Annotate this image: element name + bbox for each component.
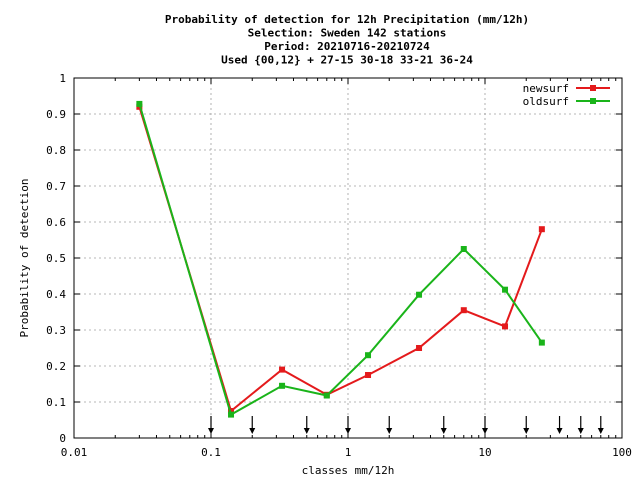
data-point-newsurf bbox=[279, 366, 286, 373]
class-limit-arrow bbox=[556, 416, 563, 434]
series-oldsurf bbox=[136, 100, 545, 418]
legend-entry-oldsurf: oldsurf bbox=[523, 95, 610, 108]
series-lines bbox=[136, 100, 545, 418]
class-limit-arrow bbox=[345, 416, 351, 434]
y-tick-label: 0.9 bbox=[46, 108, 66, 121]
x-tick-label: 100 bbox=[612, 446, 632, 459]
y-tick-label: 0.6 bbox=[46, 216, 66, 229]
x-axis-label: classes mm/12h bbox=[302, 464, 395, 477]
x-tick-label: 0.1 bbox=[201, 446, 221, 459]
data-point-oldsurf bbox=[416, 291, 423, 298]
class-limit-arrow bbox=[208, 416, 214, 434]
class-limit-arrow bbox=[249, 416, 256, 434]
data-point-oldsurf bbox=[538, 339, 545, 346]
data-point-newsurf bbox=[502, 323, 509, 330]
legend-label: newsurf bbox=[523, 82, 569, 95]
y-tick-label: 0.5 bbox=[46, 252, 66, 265]
x-tick-label: 10 bbox=[478, 446, 491, 459]
series-line-oldsurf bbox=[138, 103, 543, 417]
class-limit-arrow bbox=[303, 416, 310, 434]
data-point-newsurf bbox=[460, 307, 467, 314]
legend-swatch-marker bbox=[590, 98, 596, 104]
legend-swatch-marker bbox=[590, 85, 596, 91]
y-tick-label: 1 bbox=[59, 72, 66, 85]
data-point-newsurf bbox=[416, 345, 423, 351]
data-point-oldsurf bbox=[279, 382, 286, 389]
y-tick-label: 0.7 bbox=[46, 180, 66, 193]
y-axis-ticks: 0 0.1 0.2 0.3 0.4 0.5 0.6 0.7 0.8 0.9 1 bbox=[46, 72, 622, 445]
y-tick-label: 0.8 bbox=[46, 144, 66, 157]
y-tick-label: 0.3 bbox=[46, 324, 66, 337]
title-line-1: Probability of detection for 12h Precipi… bbox=[165, 13, 529, 26]
class-limit-arrow bbox=[577, 416, 584, 434]
data-point-oldsurf bbox=[365, 352, 372, 359]
legend-label: oldsurf bbox=[523, 95, 569, 108]
title-line-4: Used {00,12} + 27-15 30-18 33-21 36-24 bbox=[221, 54, 473, 67]
x-axis-ticks: 0.01 0.1 1 10 100 bbox=[61, 78, 632, 459]
x-tick-label: 0.01 bbox=[61, 446, 88, 459]
data-point-oldsurf bbox=[460, 246, 467, 252]
y-tick-label: 0.1 bbox=[46, 396, 66, 409]
y-tick-label: 0 bbox=[59, 432, 66, 445]
class-limit-arrow bbox=[386, 416, 393, 434]
y-tick-label: 0.2 bbox=[46, 360, 66, 373]
data-point-newsurf bbox=[365, 372, 372, 378]
title-line-3: Period: 20210716-20210724 bbox=[264, 40, 430, 53]
title-line-2: Selection: Sweden 142 stations bbox=[248, 27, 447, 40]
class-limit-arrow bbox=[597, 416, 604, 434]
data-point-oldsurf bbox=[228, 411, 235, 418]
class-limit-markers bbox=[208, 416, 604, 434]
x-tick-label: 1 bbox=[345, 446, 352, 459]
series-line-newsurf bbox=[138, 106, 543, 413]
data-point-oldsurf bbox=[502, 286, 509, 293]
y-axis-label: Probability of detection bbox=[18, 179, 31, 338]
chart-title: Probability of detection for 12h Precipi… bbox=[165, 13, 529, 67]
class-limit-arrow bbox=[482, 416, 488, 434]
class-limit-arrow bbox=[523, 416, 530, 434]
class-limit-arrow bbox=[440, 416, 447, 434]
data-point-oldsurf bbox=[323, 392, 330, 399]
data-point-newsurf bbox=[228, 408, 235, 414]
data-point-oldsurf bbox=[136, 100, 143, 107]
y-tick-label: 0.4 bbox=[46, 288, 66, 301]
legend-entry-newsurf: newsurf bbox=[523, 82, 610, 95]
data-point-newsurf bbox=[538, 226, 545, 233]
